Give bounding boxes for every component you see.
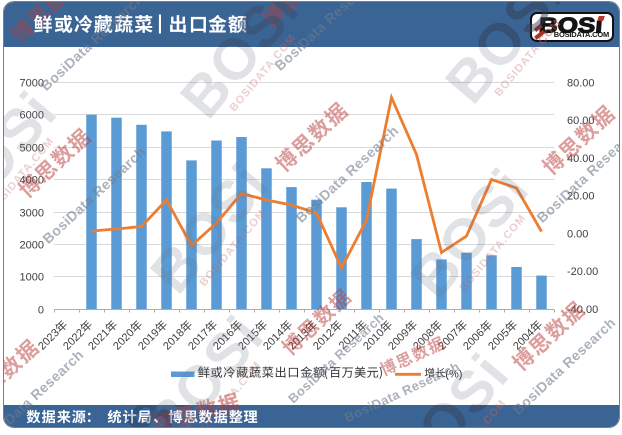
svg-text:2014: 2014 <box>261 327 287 353</box>
svg-text:2022: 2022 <box>61 327 87 353</box>
svg-text:(%): (%) <box>445 369 462 381</box>
svg-text:2018: 2018 <box>161 327 187 353</box>
svg-text:80.00: 80.00 <box>567 78 595 90</box>
svg-text:2011: 2011 <box>337 327 362 352</box>
svg-text:2010: 2010 <box>361 327 387 353</box>
svg-text:2006: 2006 <box>461 327 487 353</box>
svg-text:5000: 5000 <box>20 143 44 155</box>
svg-text:0.00: 0.00 <box>567 229 588 241</box>
svg-text:2015: 2015 <box>236 327 262 353</box>
svg-text:2017: 2017 <box>186 327 212 353</box>
svg-text:2016: 2016 <box>211 327 237 353</box>
svg-text:2005: 2005 <box>486 327 512 353</box>
svg-text:2023: 2023 <box>36 327 62 353</box>
svg-text:20.00: 20.00 <box>567 191 595 203</box>
svg-text:7000: 7000 <box>20 78 44 90</box>
svg-text:2021: 2021 <box>86 327 112 353</box>
svg-text:-20.00: -20.00 <box>567 266 598 278</box>
svg-text:6000: 6000 <box>20 110 44 122</box>
svg-text:2019: 2019 <box>136 327 162 353</box>
svg-text:0: 0 <box>38 305 44 317</box>
svg-text:2009: 2009 <box>386 327 412 353</box>
svg-text:3000: 3000 <box>20 208 44 220</box>
svg-text:1000: 1000 <box>20 272 44 284</box>
svg-text:2000: 2000 <box>20 240 44 252</box>
svg-text:2020: 2020 <box>111 327 137 353</box>
